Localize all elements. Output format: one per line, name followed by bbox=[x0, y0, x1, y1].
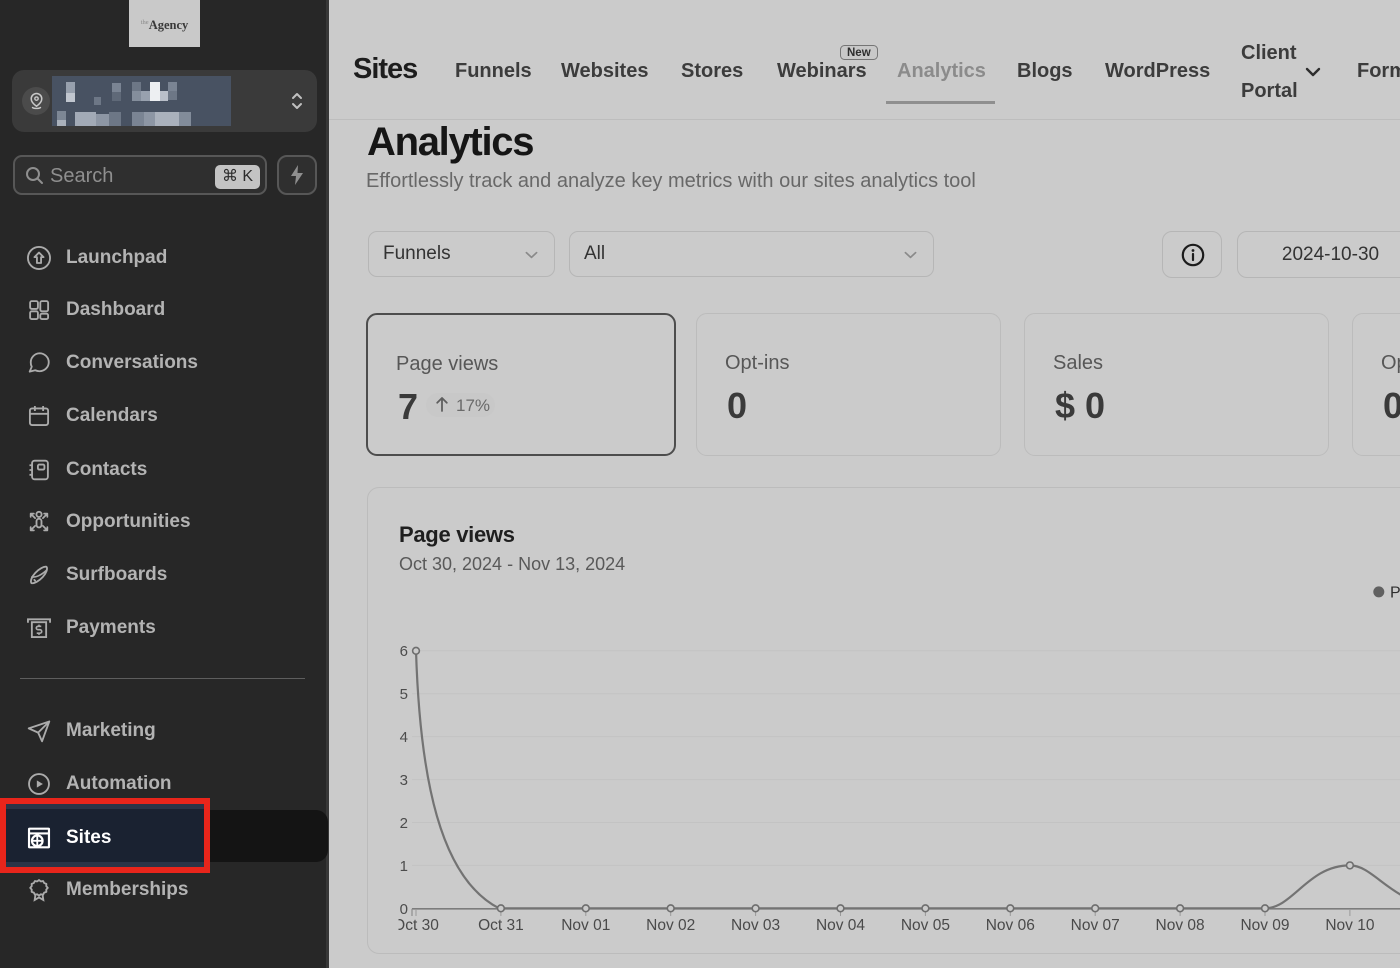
svg-text:Nov 05: Nov 05 bbox=[901, 917, 950, 934]
svg-text:2: 2 bbox=[400, 815, 408, 832]
svg-text:Nov 01: Nov 01 bbox=[561, 917, 610, 934]
svg-text:Nov 10: Nov 10 bbox=[1325, 917, 1374, 934]
svg-text:Oct 31: Oct 31 bbox=[478, 917, 524, 934]
svg-text:Nov 09: Nov 09 bbox=[1240, 917, 1289, 934]
svg-text:Nov 04: Nov 04 bbox=[816, 917, 865, 934]
svg-text:3: 3 bbox=[400, 772, 408, 789]
svg-text:0: 0 bbox=[400, 901, 408, 918]
svg-text:Nov 06: Nov 06 bbox=[986, 917, 1035, 934]
svg-text:1: 1 bbox=[400, 858, 408, 875]
svg-text:Page views: Page views bbox=[1390, 585, 1400, 602]
svg-text:4: 4 bbox=[400, 729, 408, 746]
svg-text:5: 5 bbox=[400, 686, 408, 703]
svg-text:Nov 08: Nov 08 bbox=[1156, 917, 1205, 934]
svg-text:Nov 07: Nov 07 bbox=[1071, 917, 1120, 934]
svg-text:6: 6 bbox=[400, 643, 408, 660]
svg-text:Nov 03: Nov 03 bbox=[731, 917, 780, 934]
svg-text:Oct 30: Oct 30 bbox=[393, 917, 439, 934]
svg-text:Nov 02: Nov 02 bbox=[646, 917, 695, 934]
